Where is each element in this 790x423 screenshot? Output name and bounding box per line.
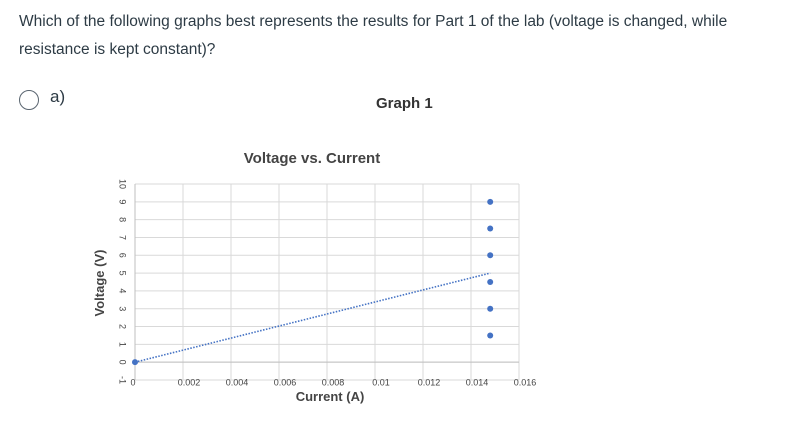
- x-axis-label: Current (A): [296, 389, 365, 404]
- x-tick-label: 0.016: [514, 377, 537, 387]
- y-axis-label: Voltage (V): [92, 250, 107, 317]
- y-tick-label: 9: [118, 199, 128, 204]
- y-tick-label: -1: [118, 376, 128, 384]
- data-point: [487, 332, 494, 339]
- trendline: [134, 272, 491, 363]
- x-tick-label: 0.004: [226, 377, 249, 387]
- y-tick-label: 0: [118, 360, 128, 365]
- data-point: [487, 252, 494, 259]
- y-tick-label: 3: [118, 306, 128, 311]
- option-a-radio[interactable]: [19, 90, 39, 110]
- x-tick-label: 0.01: [372, 377, 390, 387]
- y-tick-label: 5: [118, 271, 128, 276]
- x-tick-label: 0.014: [466, 377, 489, 387]
- question-text: Which of the following graphs best repre…: [19, 13, 728, 58]
- y-tick-label: 1: [118, 342, 128, 347]
- y-tick-label: 6: [118, 253, 128, 258]
- y-tick-label: 10: [118, 179, 128, 189]
- x-tick-label: 0.002: [178, 377, 201, 387]
- y-tick-label: 8: [118, 217, 128, 222]
- x-tick-label: 0.006: [274, 377, 297, 387]
- x-tick-label: 0.008: [322, 377, 345, 387]
- option-a-label[interactable]: a): [50, 87, 66, 106]
- y-tick-label: 2: [118, 324, 128, 329]
- data-point: [487, 198, 494, 205]
- data-point: [487, 305, 494, 312]
- graph-label: Graph 1: [376, 95, 433, 112]
- data-point: [487, 279, 494, 285]
- x-tick-label: 0.012: [418, 377, 441, 387]
- y-tick-label: 4: [118, 288, 128, 293]
- data-point: [487, 225, 494, 232]
- chart-trendline: [134, 272, 491, 363]
- y-tick-label: 7: [118, 235, 128, 240]
- chart-points: [132, 198, 494, 366]
- chart-axes: [134, 184, 519, 380]
- chart-grid: [134, 183, 520, 381]
- chart-title: Voltage vs. Current: [244, 150, 380, 167]
- data-point: [132, 359, 138, 366]
- x-tick-label: 0: [130, 377, 135, 387]
